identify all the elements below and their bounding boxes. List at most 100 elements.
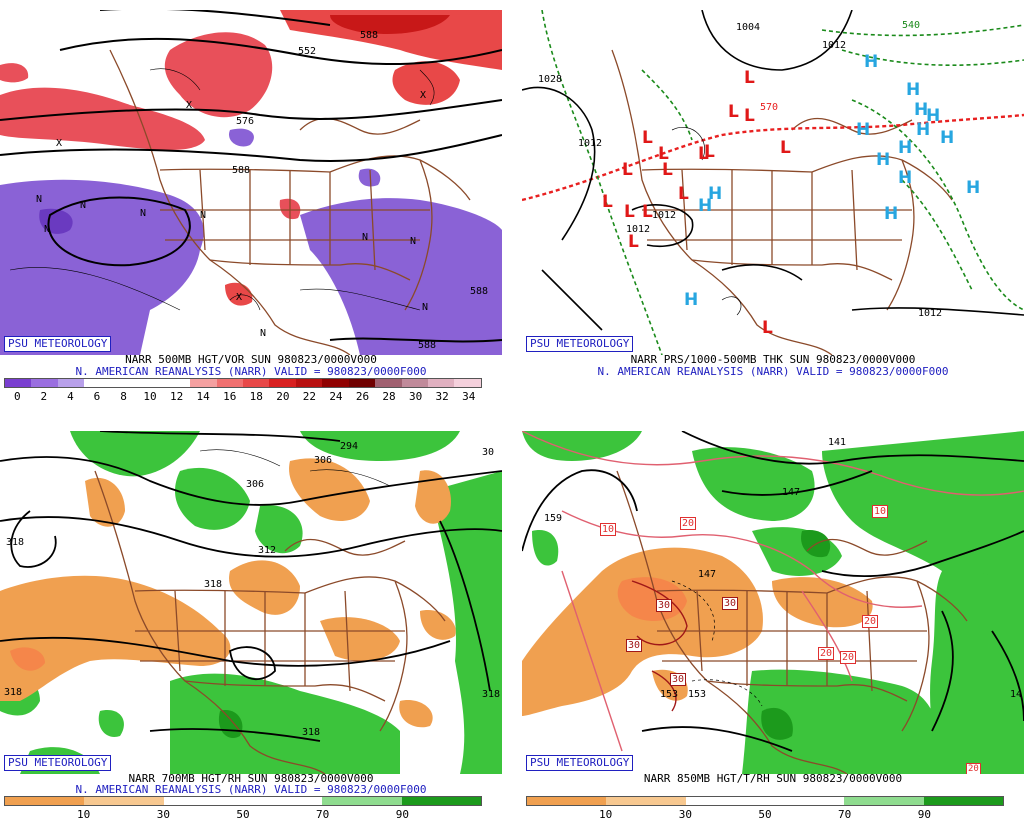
colorbar-label: 32 xyxy=(435,390,449,403)
contour-label: 318 xyxy=(302,727,321,738)
panel-700mb-rh: 294 306 306 312 318 318 318 318 318 30 P… xyxy=(0,421,502,821)
temperature-label: 10 xyxy=(600,523,617,536)
rh-colorbar xyxy=(4,796,482,806)
colorbar-swatch xyxy=(84,379,111,387)
low-pressure-symbol: L xyxy=(762,318,773,338)
rh-colorbar xyxy=(526,796,1004,806)
thickness-label: 540 xyxy=(902,20,921,31)
temperature-label: 30 xyxy=(656,599,673,612)
contour-label: 306 xyxy=(314,455,333,466)
colorbar-label: 70 xyxy=(316,808,330,821)
isobar-label: 1012 xyxy=(652,210,677,221)
dry-areas xyxy=(0,458,456,728)
country-borders xyxy=(94,470,446,774)
contour-label: 159 xyxy=(544,513,563,524)
height-contours xyxy=(0,10,502,343)
country-borders xyxy=(611,49,953,355)
colorbar-label: 0 xyxy=(13,390,21,403)
temperature-label: 10 xyxy=(872,505,889,518)
colorbar-swatch xyxy=(163,379,191,387)
colorbar-swatch xyxy=(216,379,243,387)
high-pressure-symbol: H xyxy=(926,106,941,126)
contour-label: 153 xyxy=(688,689,707,700)
temperature-contours-warm xyxy=(631,580,688,712)
height-contours xyxy=(0,431,502,742)
low-pressure-symbol: L xyxy=(744,106,755,126)
high-pressure-symbol: H xyxy=(708,184,723,204)
colorbar-swatch xyxy=(242,797,323,805)
colorbar-swatch xyxy=(5,797,85,805)
map-pressure-thickness: 1004 1028 1012 1012 1012 1012 1012 570 5… xyxy=(522,10,1024,355)
rh-colorbar-labels: 10 30 50 70 90 xyxy=(526,808,1004,821)
colorbar-label: 26 xyxy=(355,390,370,403)
low-pressure-symbol: L xyxy=(622,160,633,180)
high-pressure-symbol: H xyxy=(940,128,955,148)
colorbar-label: 14 xyxy=(196,390,210,403)
vorticity-contours xyxy=(9,68,435,311)
panel-title: NARR 850MB HGT/T/RH SUN 980823/0000V000 xyxy=(643,772,903,785)
positive-vorticity-area xyxy=(0,87,205,150)
psu-meteorology-badge: PSU METEOROLOGY xyxy=(526,755,634,771)
vorticity-min-symbol: N xyxy=(410,236,417,247)
map-pressure-graphic xyxy=(522,10,1024,355)
temperature-label: 20 xyxy=(840,651,857,664)
vorticity-colorbar xyxy=(4,378,482,388)
colorbar-swatch xyxy=(57,379,85,387)
panel-850mb-temp-rh: 141 147 147 159 153 153 14 10 10 20 20 2… xyxy=(522,421,1024,821)
high-pressure-symbol: H xyxy=(898,138,913,158)
contour-label: 30 xyxy=(482,447,495,458)
temperature-contours xyxy=(522,431,1024,752)
low-pressure-symbol: L xyxy=(628,232,639,252)
colorbar-label: 12 xyxy=(169,390,184,403)
height-contours xyxy=(522,431,1024,752)
panel-title: NARR 700MB HGT/RH SUN 980823/0000V000 xyxy=(128,772,374,785)
colorbar-label: 18 xyxy=(249,390,263,403)
colorbar-swatch xyxy=(401,797,481,805)
vorticity-colorbar-labels: 0 2 4 6 8 10 12 14 16 18 20 22 24 26 28 30 32 34 xyxy=(4,390,482,403)
low-pressure-symbol: L xyxy=(704,142,715,162)
humid-areas xyxy=(522,431,1024,774)
colorbar-label: 8 xyxy=(120,390,127,403)
colorbar-label: 30 xyxy=(678,808,692,821)
low-pressure-symbol: L xyxy=(624,202,635,222)
colorbar-label: 4 xyxy=(67,390,74,403)
contour-label: 14 xyxy=(1010,689,1023,700)
country-borders xyxy=(616,470,968,774)
colorbar-label: 2 xyxy=(40,390,48,403)
colorbar-label: 50 xyxy=(758,808,772,821)
colorbar-label: 30 xyxy=(156,808,170,821)
high-pressure-symbol: H xyxy=(884,204,899,224)
map-500mb-graphic xyxy=(0,10,502,355)
colorbar-swatch xyxy=(348,379,376,387)
colorbar-label: 90 xyxy=(917,808,931,821)
contour-label: 318 xyxy=(482,689,501,700)
low-pressure-symbol: L xyxy=(728,102,739,122)
contour-label: 588 xyxy=(360,30,379,41)
map-850mb: 141 147 147 159 153 153 14 10 10 20 20 2… xyxy=(522,431,1024,774)
low-pressure-symbol: L xyxy=(658,144,669,164)
isobars-thin xyxy=(671,127,742,316)
panel-pressure-thickness: 1004 1028 1012 1012 1012 1012 1012 570 5… xyxy=(522,0,1024,398)
colorbar-swatch xyxy=(84,797,164,805)
contour-label: 318 xyxy=(4,687,23,698)
temperature-label: 30 xyxy=(722,597,739,610)
isobar-label: 1012 xyxy=(822,40,847,51)
colorbar-swatch xyxy=(375,379,402,387)
negative-vorticity-area xyxy=(300,198,502,355)
temperature-label: 20 xyxy=(818,647,835,660)
isobar-label: 1028 xyxy=(538,74,563,85)
colorbar-swatch xyxy=(322,797,402,805)
colorbar-swatch xyxy=(163,797,243,805)
vorticity-min-symbol: N xyxy=(36,194,43,205)
contour-label: 588 xyxy=(470,286,489,297)
panel-title: NARR PRS/1000-500MB THK SUN 980823/0000V… xyxy=(630,353,916,366)
low-pressure-symbol: L xyxy=(780,138,791,158)
high-pressure-symbol: H xyxy=(898,168,913,188)
isobar-label: 1012 xyxy=(626,224,651,235)
temperature-label: 30 xyxy=(626,639,643,652)
colorbar-label: 24 xyxy=(329,390,343,403)
colorbar-label: 10 xyxy=(143,390,157,403)
contour-label: 588 xyxy=(232,165,251,176)
thickness-label: 570 xyxy=(760,102,779,113)
colorbar-label: 90 xyxy=(395,808,409,821)
